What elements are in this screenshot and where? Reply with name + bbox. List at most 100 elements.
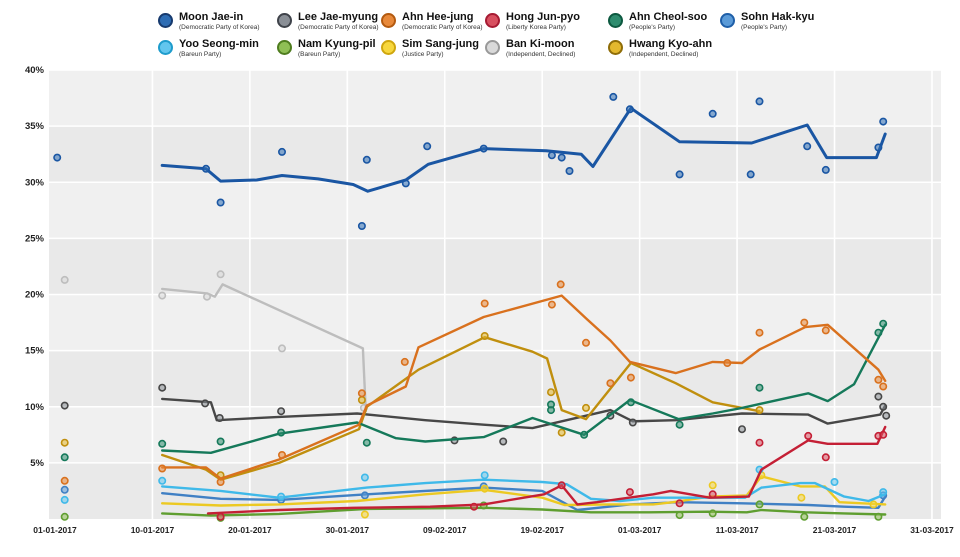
poll-point-hong-jun-pyo <box>708 490 717 499</box>
poll-point-nam-kyung-pil <box>60 512 69 521</box>
y-axis-labels: 5% 10% 15% 20% 25% 30% 35% 40% <box>25 65 45 469</box>
poll-point-moon-jae-in <box>277 147 286 156</box>
poll-point-moon-jae-in <box>557 153 566 162</box>
svg-text:21-03-2017: 21-03-2017 <box>813 525 857 535</box>
svg-text:20%: 20% <box>25 290 45 301</box>
svg-text:35%: 35% <box>25 121 45 132</box>
poll-point-ahn-cheol-soo <box>675 420 684 429</box>
poll-point-hong-jun-pyo <box>557 481 566 490</box>
poll-point-lee-jae-myung <box>737 425 746 434</box>
legend-marker-icon <box>277 13 292 28</box>
poll-point-nam-kyung-pil <box>800 512 809 521</box>
legend-candidate-name: Sohn Hak-kyu <box>741 11 815 23</box>
poll-point-sim-sang-jung <box>869 500 878 509</box>
poll-point-moon-jae-in <box>216 198 225 207</box>
poll-point-moon-jae-in <box>547 151 556 160</box>
legend: Moon Jae-in (Democratic Party of Korea) Le… <box>0 0 960 66</box>
poll-point-ahn-hee-jung <box>60 476 69 485</box>
poll-point-moon-jae-in <box>708 109 717 118</box>
series-line-ban-ki-moon <box>160 283 367 413</box>
series-line-hwang-kyo-ahn <box>160 336 761 481</box>
poll-point-nam-kyung-pil <box>675 511 684 520</box>
poll-point-ahn-cheol-soo <box>362 438 371 447</box>
legend-candidate-name: Moon Jae-in <box>179 11 244 23</box>
svg-text:11-03-2017: 11-03-2017 <box>716 525 759 535</box>
poll-point-moon-jae-in <box>879 117 888 126</box>
legend-marker-icon <box>485 40 500 55</box>
svg-text:01-03-2017: 01-03-2017 <box>618 525 662 535</box>
poll-point-moon-jae-in <box>362 155 371 164</box>
legend-candidate-name: Ahn Hee-jung <box>402 11 474 23</box>
legend-candidate-party: (Democratic Party of Korea) <box>298 23 379 31</box>
poll-point-nam-kyung-pil <box>874 512 883 521</box>
poll-point-ahn-hee-jung <box>800 318 809 327</box>
poll-point-hong-jun-pyo <box>216 512 225 521</box>
poll-point-lee-jae-myung <box>201 399 210 408</box>
poll-point-ban-ki-moon <box>158 291 167 300</box>
poll-point-hong-jun-pyo <box>625 488 634 497</box>
poll-point-moon-jae-in <box>423 142 432 151</box>
svg-text:20-01-2017: 20-01-2017 <box>228 525 272 535</box>
poll-point-ahn-hee-jung <box>480 299 489 308</box>
poll-point-moon-jae-in <box>746 170 755 179</box>
poll-point-nam-kyung-pil <box>708 509 717 518</box>
poll-point-hwang-kyo-ahn <box>60 438 69 447</box>
poll-point-yoo-seong-min <box>360 473 369 482</box>
legend-item-ahn-cheol-soo: Ahn Cheol-soo (People's Party) <box>608 12 707 31</box>
poll-point-moon-jae-in <box>357 222 366 231</box>
poll-point-sim-sang-jung <box>360 510 369 519</box>
poll-point-ahn-cheol-soo <box>277 428 286 437</box>
poll-point-lee-jae-myung <box>60 401 69 410</box>
series-line-sim-sang-jung <box>160 475 887 507</box>
legend-candidate-party: (Bareun Party) <box>298 50 341 58</box>
series-moon-jae-in <box>53 92 888 231</box>
poll-point-ahn-hee-jung <box>874 375 883 384</box>
poll-point-ban-ki-moon <box>277 344 286 353</box>
poll-point-ahn-cheol-soo <box>874 328 883 337</box>
series-sim-sang-jung <box>160 471 887 519</box>
poll-point-ahn-cheol-soo <box>626 398 635 407</box>
poll-point-ahn-hee-jung <box>821 326 830 335</box>
poll-point-ahn-hee-jung <box>357 389 366 398</box>
svg-text:15%: 15% <box>25 346 45 357</box>
legend-item-lee-jae-myung: Lee Jae-myung (Democratic Party of Korea) <box>277 12 379 31</box>
poll-point-moon-jae-in <box>53 153 62 162</box>
legend-candidate-party: (Independent, Declined) <box>506 50 576 58</box>
poll-point-hwang-kyo-ahn <box>581 403 590 412</box>
series-line-nam-kyung-pil <box>160 506 887 517</box>
x-axis-labels: 01-01-2017 10-01-2017 20-01-2017 30-01-2017… <box>33 525 954 535</box>
legend-candidate-party: (Democratic Party of Korea) <box>179 23 260 31</box>
poll-point-nam-kyung-pil <box>755 500 764 509</box>
legend-marker-icon <box>158 13 173 28</box>
series-line-ahn-hee-jung <box>160 294 887 480</box>
poll-point-hong-jun-pyo <box>675 499 684 508</box>
legend-item-sohn-hak-kyu: Sohn Hak-kyu (People's Party) <box>720 12 814 31</box>
poll-point-ahn-hee-jung <box>581 338 590 347</box>
series-line-sohn-hak-kyu <box>160 486 887 512</box>
poll-point-ahn-cheol-soo <box>879 319 888 328</box>
legend-item-hwang-kyo-ahn: Hwang Kyo-ahn (Independent, Declined) <box>608 39 712 58</box>
legend-candidate-party: (Bareun Party) <box>179 50 222 58</box>
poll-point-moon-jae-in <box>609 92 618 101</box>
legend-candidate-name: Ban Ki-moon <box>506 38 575 50</box>
svg-text:30%: 30% <box>25 177 45 188</box>
legend-candidate-party: (Liberty Korea Party) <box>506 23 566 31</box>
poll-point-hwang-kyo-ahn <box>755 406 764 415</box>
poll-point-moon-jae-in <box>202 164 211 173</box>
series-ahn-hee-jung <box>60 280 888 486</box>
poll-point-hwang-kyo-ahn <box>357 395 366 404</box>
legend-marker-icon <box>277 40 292 55</box>
poll-point-yoo-seong-min <box>879 488 888 497</box>
series-line-lee-jae-myung <box>160 397 887 430</box>
poll-point-ahn-cheol-soo <box>580 430 589 439</box>
legend-marker-icon <box>381 13 396 28</box>
poll-point-lee-jae-myung <box>628 418 637 427</box>
poll-point-hwang-kyo-ahn <box>557 428 566 437</box>
plot-band <box>49 238 941 295</box>
legend-marker-icon <box>720 13 735 28</box>
legend-candidate-party: (People's Party) <box>629 23 676 31</box>
legend-candidate-party: (Justice Party) <box>402 50 444 58</box>
poll-point-hong-jun-pyo <box>821 453 830 462</box>
legend-item-yoo-seong-min: Yoo Seong-min (Bareun Party) <box>158 39 259 58</box>
svg-text:01-01-2017: 01-01-2017 <box>33 525 77 535</box>
